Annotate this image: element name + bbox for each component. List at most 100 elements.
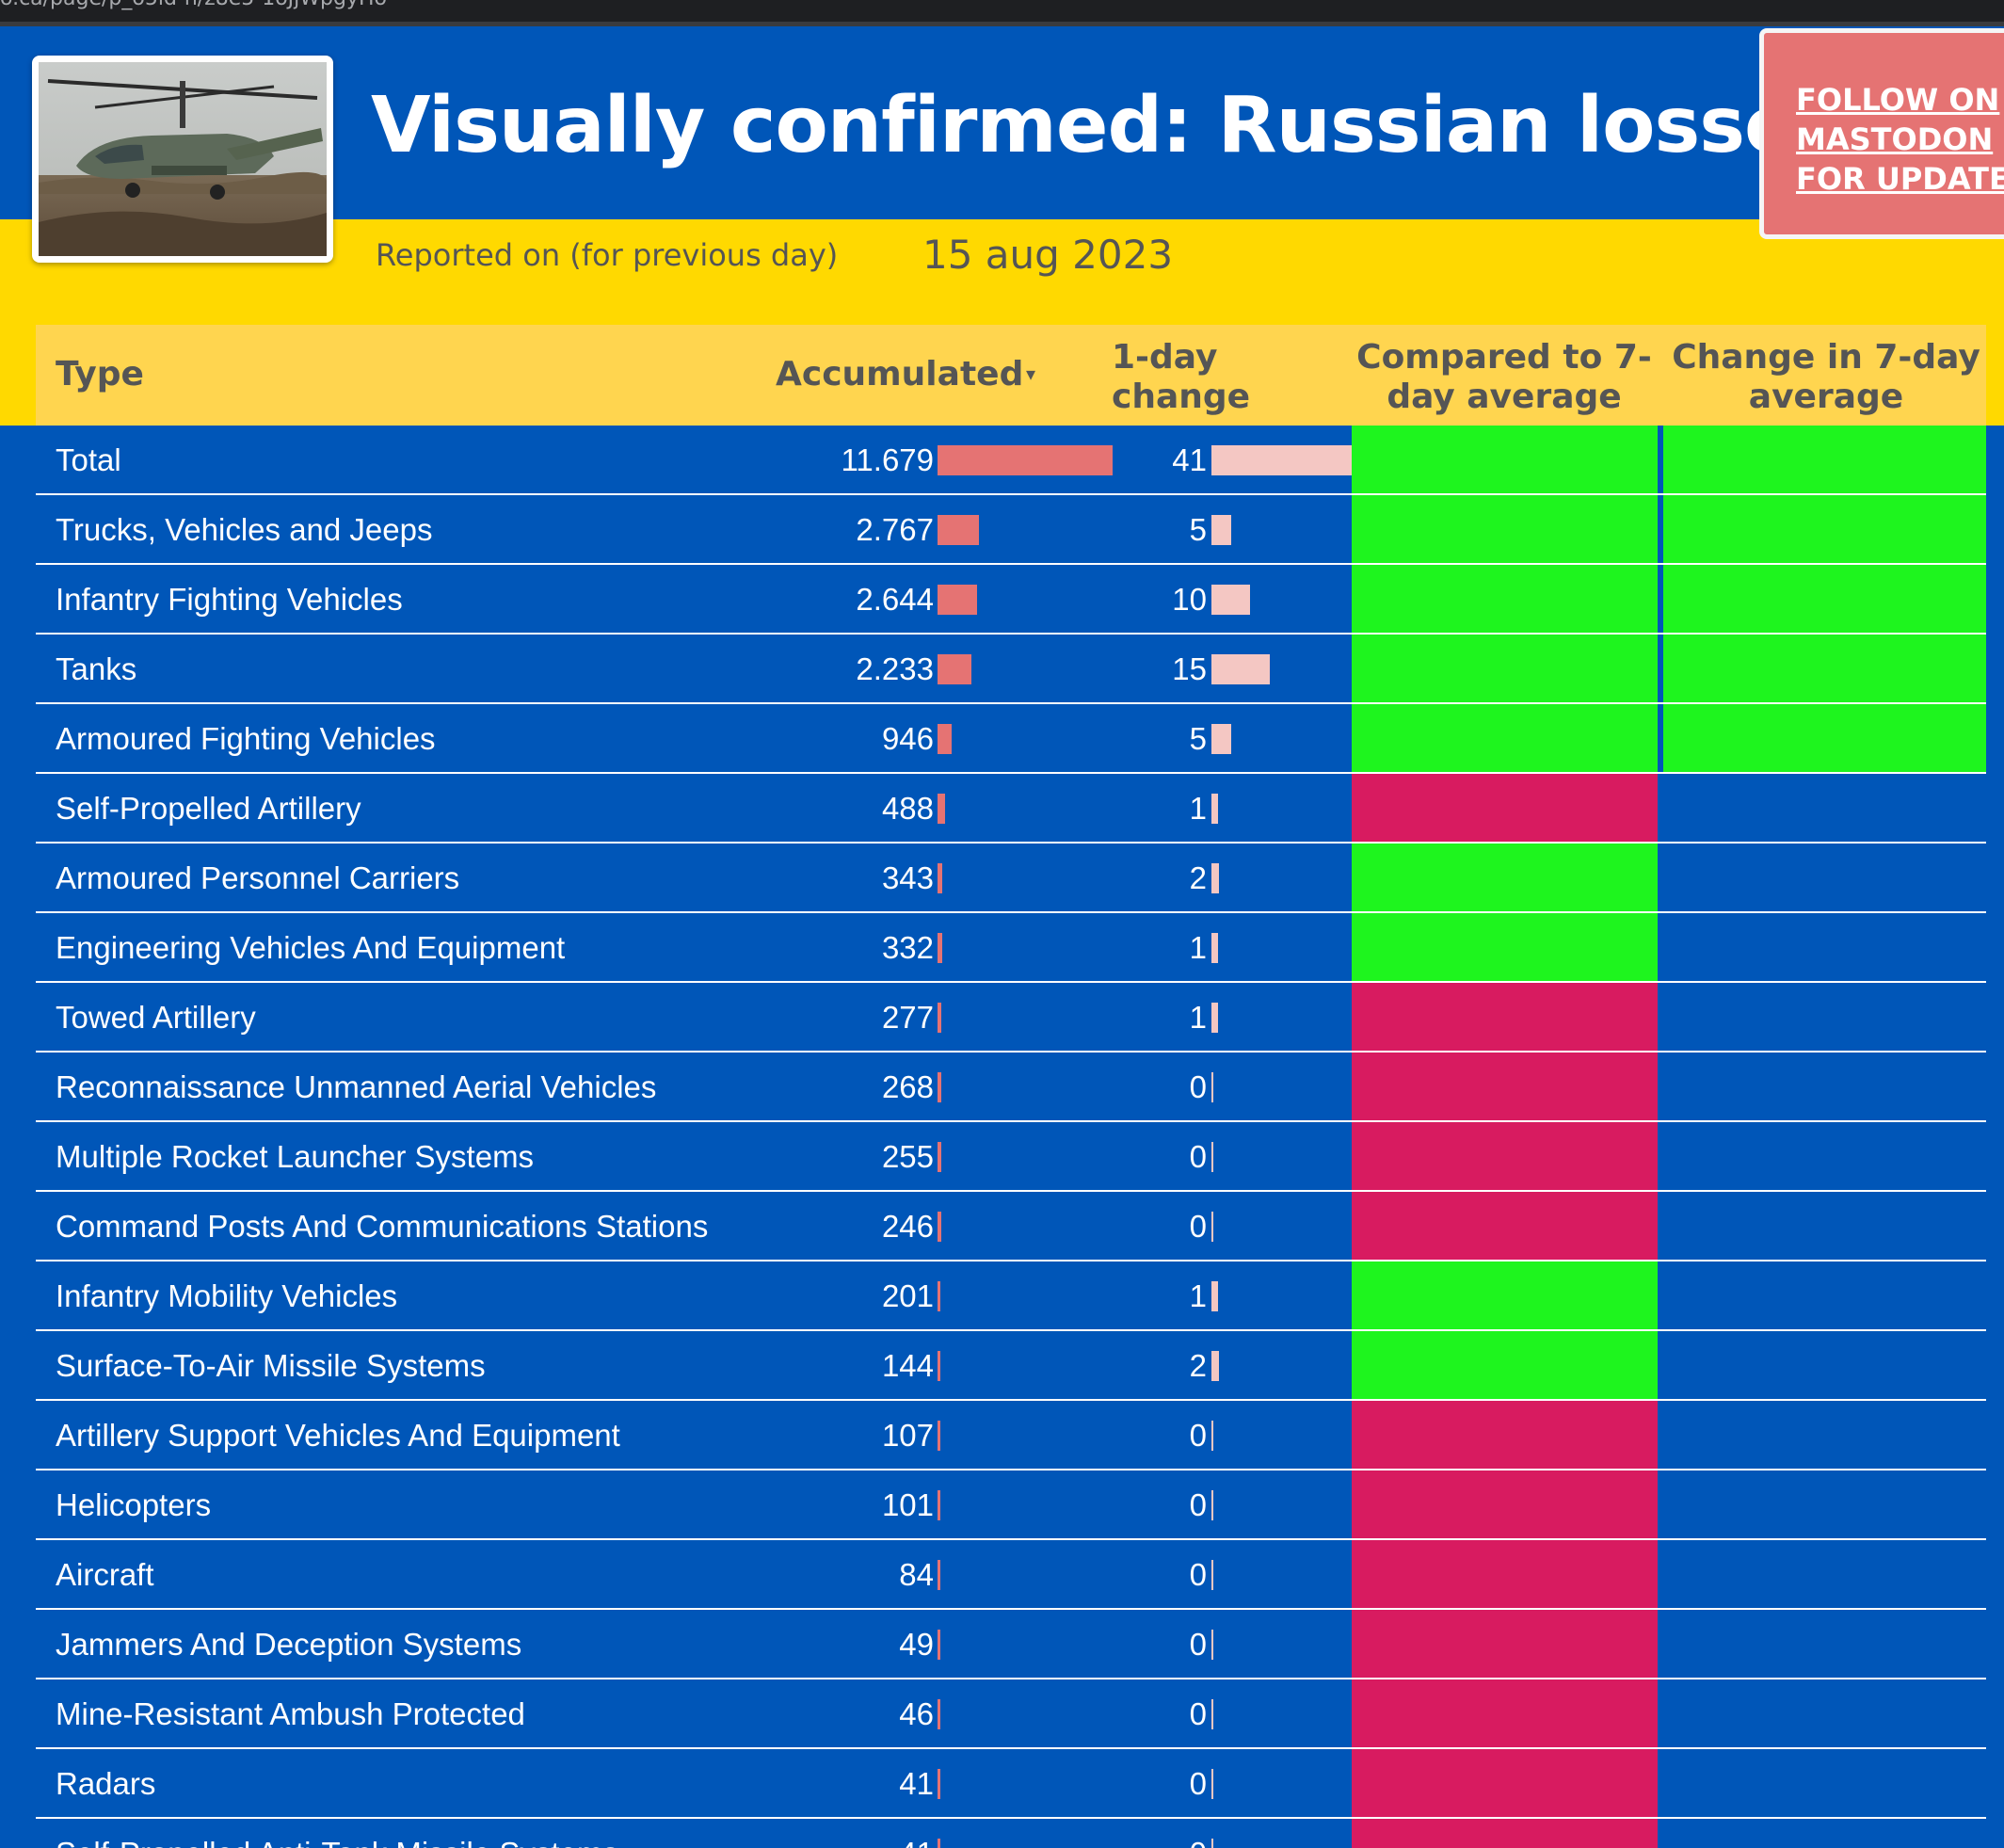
table-row[interactable]: Jammers And Deception Systems 49 0 xyxy=(36,1610,2004,1679)
compared-7day-cell xyxy=(1352,774,1658,844)
one-day-bar xyxy=(1211,1839,1213,1848)
table-row[interactable]: Artillery Support Vehicles And Equipment… xyxy=(36,1401,2004,1470)
row-divider xyxy=(36,563,1986,565)
row-one-day-change: 1 xyxy=(1189,930,1207,965)
compared-7day-cell xyxy=(1352,1749,1658,1819)
one-day-bar xyxy=(1211,445,1371,475)
mastodon-follow-link[interactable]: FOLLOW ON MASTODON FOR UPDATES xyxy=(1796,80,2004,199)
table-row[interactable]: Infantry Mobility Vehicles 201 1 xyxy=(36,1261,2004,1331)
row-accumulated: 343 xyxy=(881,860,934,895)
change-7day-cell xyxy=(1663,1261,1986,1331)
one-day-bar xyxy=(1211,1212,1213,1242)
sort-descending-icon[interactable]: ▾ xyxy=(1026,362,1036,385)
row-one-day-change: 0 xyxy=(1189,1487,1207,1522)
row-divider xyxy=(36,772,1986,774)
helicopter-photo xyxy=(39,62,327,256)
compared-7day-cell xyxy=(1352,495,1658,565)
row-accumulated: 332 xyxy=(881,930,934,965)
one-day-bar xyxy=(1211,1699,1213,1729)
table-row[interactable]: Helicopters 101 0 xyxy=(36,1470,2004,1540)
accumulated-bar xyxy=(938,1490,940,1520)
row-type: Command Posts And Communications Station… xyxy=(56,1209,709,1244)
table-row[interactable]: Tanks 2.233 15 xyxy=(36,635,2004,704)
row-type: Total xyxy=(56,442,121,477)
table-row[interactable]: Infantry Fighting Vehicles 2.644 10 xyxy=(36,565,2004,635)
table-row[interactable]: Engineering Vehicles And Equipment 332 1 xyxy=(36,913,2004,983)
row-one-day-change: 0 xyxy=(1189,1139,1207,1174)
compared-7day-cell xyxy=(1352,844,1658,913)
one-day-bar xyxy=(1211,1421,1213,1451)
row-accumulated: 255 xyxy=(881,1139,934,1174)
column-header-one-day-line-2: change xyxy=(1112,378,1251,416)
compared-7day-cell xyxy=(1352,1331,1658,1401)
one-day-bar xyxy=(1211,724,1231,754)
one-day-bar xyxy=(1211,1003,1218,1033)
column-header-compared-7day[interactable]: Compared to 7- day average xyxy=(1342,338,1666,417)
table-row[interactable]: Self-Propelled Artillery 488 1 xyxy=(36,774,2004,844)
column-header-change-7day[interactable]: Change in 7-day average xyxy=(1666,338,1986,417)
row-divider xyxy=(36,1678,1986,1679)
change-7day-cell xyxy=(1663,1053,1986,1122)
compared-7day-cell xyxy=(1352,704,1658,774)
table-row[interactable]: Armoured Fighting Vehicles 946 5 xyxy=(36,704,2004,774)
helicopter-image-icon xyxy=(39,62,327,256)
table-row[interactable]: Total 11.679 41 xyxy=(36,426,2004,495)
change-7day-cell xyxy=(1663,565,1986,635)
table-row[interactable]: Surface-To-Air Missile Systems 144 2 xyxy=(36,1331,2004,1401)
compared-7day-cell xyxy=(1352,983,1658,1053)
row-type: Infantry Fighting Vehicles xyxy=(56,582,403,617)
row-type: Tanks xyxy=(56,651,137,686)
change-7day-cell xyxy=(1663,983,1986,1053)
url-text[interactable]: o.ca/page/p_o5ld-h/z8e5-1oJjWpgyHo xyxy=(0,0,387,10)
change-7day-cell xyxy=(1663,426,1986,495)
row-accumulated: 46 xyxy=(899,1696,934,1731)
accumulated-bar xyxy=(938,1769,940,1799)
column-header-type[interactable]: Type xyxy=(56,355,144,394)
table-row[interactable]: Self-Propelled Anti-Tank Missile Systems… xyxy=(36,1819,2004,1848)
change-7day-cell xyxy=(1663,704,1986,774)
accumulated-bar xyxy=(938,1072,941,1102)
row-type: Jammers And Deception Systems xyxy=(56,1627,522,1662)
row-one-day-change: 1 xyxy=(1189,791,1207,826)
compared-7day-cell xyxy=(1352,1192,1658,1261)
change-7day-cell xyxy=(1663,1470,1986,1540)
table-row[interactable]: Armoured Personnel Carriers 343 2 xyxy=(36,844,2004,913)
one-day-bar xyxy=(1211,863,1219,893)
compared-7day-cell xyxy=(1352,1679,1658,1749)
compared-7day-cell xyxy=(1352,1610,1658,1679)
one-day-bar xyxy=(1211,515,1231,545)
change-7day-cell xyxy=(1663,1679,1986,1749)
accumulated-bar xyxy=(938,794,945,824)
table-row[interactable]: Mine-Resistant Ambush Protected 46 0 xyxy=(36,1679,2004,1749)
one-day-bar xyxy=(1211,794,1218,824)
column-header-compared-line-1: Compared to 7- xyxy=(1356,338,1652,377)
accumulated-bar xyxy=(938,1560,940,1590)
compared-7day-cell xyxy=(1352,635,1658,704)
accumulated-bar xyxy=(938,1281,940,1311)
table-row[interactable]: Multiple Rocket Launcher Systems 255 0 xyxy=(36,1122,2004,1192)
table-row[interactable]: Trucks, Vehicles and Jeeps 2.767 5 xyxy=(36,495,2004,565)
change-7day-cell xyxy=(1663,774,1986,844)
row-divider xyxy=(36,1190,1986,1192)
row-accumulated: 84 xyxy=(899,1557,934,1592)
browser-address-bar[interactable]: o.ca/page/p_o5ld-h/z8e5-1oJjWpgyHo xyxy=(0,0,2004,26)
table-row[interactable]: Aircraft 84 0 xyxy=(36,1540,2004,1610)
row-type: Armoured Fighting Vehicles xyxy=(56,721,436,756)
accumulated-bar xyxy=(938,933,942,963)
table-row[interactable]: Reconnaissance Unmanned Aerial Vehicles 2… xyxy=(36,1053,2004,1122)
row-type: Towed Artillery xyxy=(56,1000,256,1035)
column-header-accumulated[interactable]: Accumulated xyxy=(776,355,1024,394)
change-7day-cell xyxy=(1663,635,1986,704)
table-row[interactable]: Command Posts And Communications Station… xyxy=(36,1192,2004,1261)
follow-line-3: FOR UPDATES xyxy=(1796,161,2004,197)
row-type: Helicopters xyxy=(56,1487,212,1522)
row-divider xyxy=(36,1608,1986,1610)
table-row[interactable]: Radars 41 0 xyxy=(36,1749,2004,1819)
row-divider xyxy=(36,981,1986,983)
row-type: Reconnaissance Unmanned Aerial Vehicles xyxy=(56,1069,657,1104)
column-header-one-day-change[interactable]: 1-day change xyxy=(1112,338,1250,417)
table-row[interactable]: Towed Artillery 277 1 xyxy=(36,983,2004,1053)
row-one-day-change: 0 xyxy=(1189,1696,1207,1731)
row-one-day-change: 0 xyxy=(1189,1209,1207,1244)
row-accumulated: 101 xyxy=(881,1487,934,1522)
